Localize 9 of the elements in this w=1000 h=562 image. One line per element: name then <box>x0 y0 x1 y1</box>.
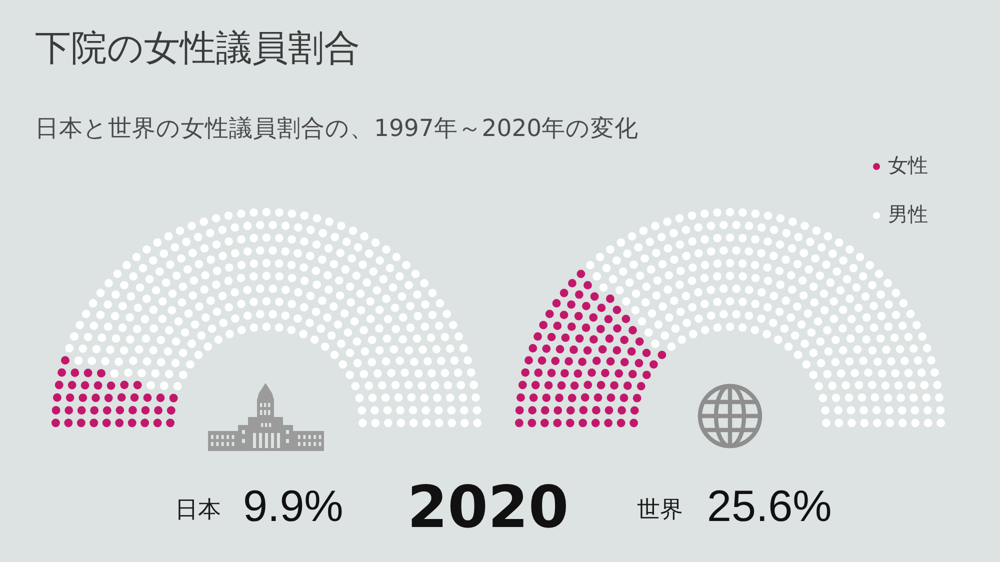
text: 2020 <box>407 473 569 541</box>
legend-label: 男性 <box>888 202 928 226</box>
chart-subtitle: 日本と世界の女性議員割合の、1997年～2020年の変化 <box>35 114 639 142</box>
chart-title: 下院の女性議員割合 <box>35 28 360 69</box>
text: 9.9% <box>243 482 344 531</box>
slice-label: 世界 <box>637 497 683 523</box>
legend-label: 女性 <box>888 153 928 177</box>
text: 25.6% <box>707 482 832 531</box>
slice-label: 日本 <box>175 497 221 523</box>
